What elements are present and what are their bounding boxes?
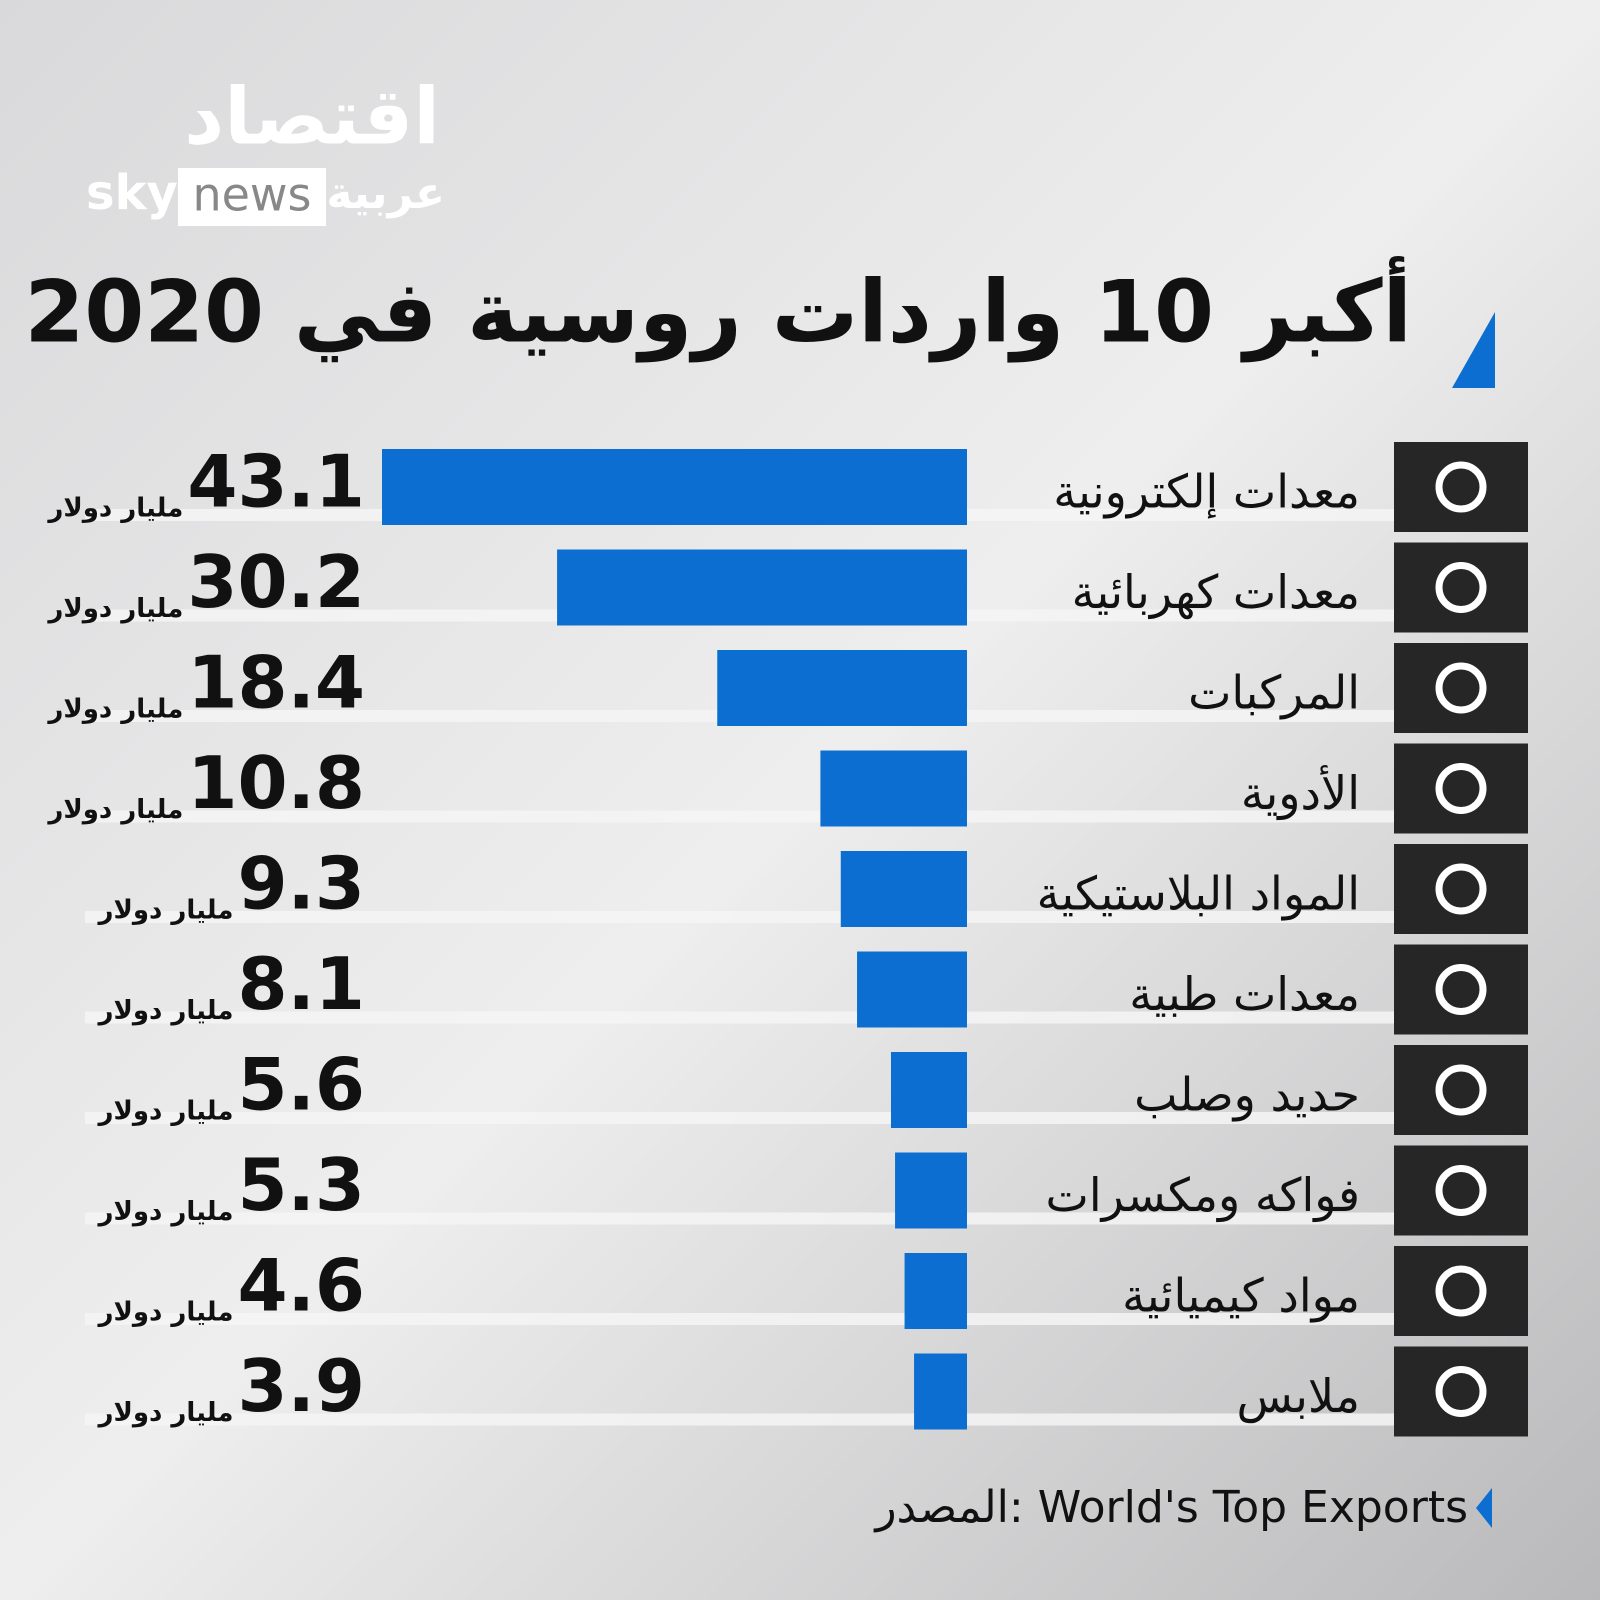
bar	[857, 951, 967, 1028]
row-stripe	[85, 1011, 1395, 1024]
row-stripe	[85, 1413, 1395, 1426]
source: المصدر: World's Top Exports	[873, 1482, 1468, 1533]
icon-box	[1394, 1145, 1528, 1236]
row-stripe	[85, 1112, 1395, 1124]
bar	[717, 650, 967, 726]
value-unit: مليار دولار	[46, 695, 183, 725]
icon	[1435, 662, 1487, 714]
category-label: المواد البلاستيكية	[1037, 867, 1360, 922]
bar	[382, 449, 967, 525]
icon	[1435, 461, 1487, 513]
icon-box	[1394, 1246, 1528, 1336]
bar	[890, 1052, 967, 1128]
value-label: 5.3	[237, 1143, 365, 1227]
logo-sky: sky	[86, 165, 178, 221]
value-label: 9.3	[237, 842, 365, 926]
bar	[557, 549, 967, 626]
row-stripe	[85, 1212, 1395, 1225]
icon	[1435, 863, 1487, 915]
category-label: فواكه ومكسرات	[1046, 1168, 1360, 1223]
row-stripe	[85, 911, 1395, 923]
chart-title: أكبر 10 واردات روسية في 2020	[25, 255, 1412, 362]
bar	[840, 851, 967, 927]
value-unit: مليار دولار	[97, 896, 234, 926]
icon	[1435, 964, 1487, 1015]
bar	[895, 1152, 967, 1229]
category-label: المركبات	[1188, 666, 1360, 721]
bar	[820, 750, 967, 827]
icon	[1435, 562, 1487, 613]
bar	[904, 1253, 967, 1329]
value-label: 8.1	[237, 942, 365, 1026]
icon	[1435, 763, 1487, 814]
icon-box	[1394, 643, 1528, 733]
icon-box	[1394, 944, 1528, 1035]
value-label: 4.6	[237, 1244, 365, 1328]
icon-box	[1394, 442, 1528, 532]
category-label: حديد وصلب	[1134, 1068, 1360, 1123]
icon	[1435, 1165, 1487, 1216]
value-unit: مليار دولار	[97, 1097, 234, 1127]
value-label: 3.9	[237, 1344, 365, 1428]
value-label: 10.8	[187, 741, 365, 825]
category-label: ملابس	[1236, 1369, 1360, 1423]
icon-box	[1394, 1045, 1528, 1135]
logo-news: news	[192, 168, 311, 222]
value-label: 43.1	[187, 440, 365, 524]
row-stripe	[85, 1313, 1395, 1325]
value-unit: مليار دولار	[46, 795, 183, 825]
logo-arabic: عربية	[326, 168, 445, 219]
category-label: معدات طبية	[1129, 967, 1360, 1021]
value-unit: مليار دولار	[97, 1398, 234, 1428]
value-unit: مليار دولار	[46, 594, 183, 624]
icon-box	[1394, 743, 1528, 834]
bar	[914, 1353, 967, 1430]
logo-brand: اقتصاد	[184, 72, 440, 162]
icon	[1435, 1064, 1487, 1116]
icon-box	[1394, 542, 1528, 633]
icon-box	[1394, 844, 1528, 934]
row-stripe	[85, 810, 1395, 823]
icon-box	[1394, 1346, 1528, 1437]
value-unit: مليار دولار	[97, 1197, 234, 1227]
value-unit: مليار دولار	[97, 1298, 234, 1328]
category-label: معدات كهربائية	[1072, 565, 1360, 620]
category-label: الأدوية	[1241, 764, 1360, 821]
title-accent	[1452, 312, 1495, 388]
category-label: مواد كيميائية	[1122, 1269, 1360, 1324]
logo-news-box	[178, 168, 326, 226]
category-label: معدات إلكترونية	[1053, 465, 1360, 520]
value-label: 18.4	[187, 641, 365, 725]
icon	[1435, 1265, 1487, 1317]
source-accent	[1476, 1488, 1492, 1528]
value-label: 30.2	[187, 540, 365, 624]
value-unit: مليار دولار	[46, 494, 183, 524]
icon	[1435, 1366, 1487, 1417]
value-unit: مليار دولار	[97, 996, 234, 1026]
value-label: 5.6	[237, 1043, 365, 1127]
